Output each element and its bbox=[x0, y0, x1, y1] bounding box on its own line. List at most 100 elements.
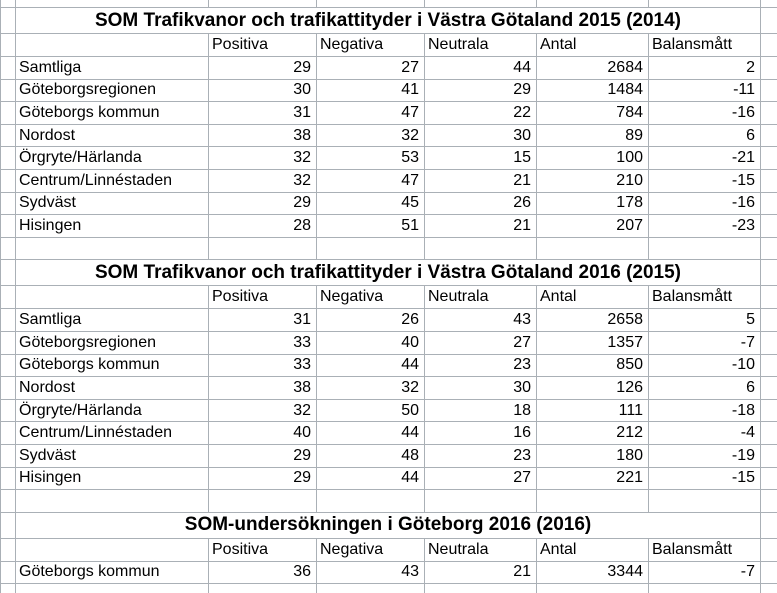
left-gutter-cell[interactable] bbox=[1, 331, 16, 354]
value-cell[interactable]: 29 bbox=[209, 467, 317, 490]
right-edge-cell[interactable] bbox=[761, 539, 777, 561]
left-gutter-cell[interactable] bbox=[1, 192, 16, 215]
column-header-cell[interactable]: Positiva bbox=[209, 34, 317, 56]
value-cell[interactable]: 30 bbox=[209, 79, 317, 102]
column-header-cell[interactable]: Antal bbox=[537, 538, 649, 561]
right-edge-cell[interactable] bbox=[761, 513, 777, 538]
left-gutter-cell[interactable] bbox=[1, 377, 16, 399]
right-edge-cell[interactable] bbox=[761, 8, 777, 33]
value-cell[interactable]: -16 bbox=[649, 192, 761, 215]
value-cell[interactable]: 212 bbox=[537, 422, 649, 444]
column-header-cell[interactable]: Balansmått bbox=[649, 34, 761, 56]
value-cell[interactable]: 180 bbox=[537, 444, 649, 467]
value-cell[interactable]: 2684 bbox=[537, 57, 649, 79]
value-cell[interactable]: 3344 bbox=[537, 561, 649, 584]
value-cell[interactable]: 111 bbox=[537, 399, 649, 422]
right-edge-cell[interactable] bbox=[761, 238, 777, 260]
row-label-cell[interactable]: Nordost bbox=[16, 124, 209, 147]
empty-cell[interactable] bbox=[649, 237, 761, 260]
left-gutter-cell[interactable] bbox=[1, 422, 16, 444]
value-cell[interactable]: 32 bbox=[209, 399, 317, 422]
empty-cell[interactable] bbox=[537, 490, 649, 512]
table-title-cell[interactable]: SOM Trafikvanor och trafikattityder i Vä… bbox=[16, 260, 761, 286]
empty-cell[interactable] bbox=[649, 584, 761, 593]
row-label-cell[interactable]: Göteborgs kommun bbox=[16, 102, 209, 124]
right-edge-cell[interactable] bbox=[761, 377, 777, 399]
value-cell[interactable]: -7 bbox=[649, 331, 761, 354]
value-cell[interactable]: 207 bbox=[537, 215, 649, 237]
empty-cell[interactable] bbox=[209, 490, 317, 512]
value-cell[interactable]: 45 bbox=[317, 192, 425, 215]
left-gutter-cell[interactable] bbox=[1, 512, 16, 538]
row-label-cell[interactable]: Örgryte/Härlanda bbox=[16, 147, 209, 169]
empty-cell[interactable] bbox=[537, 0, 649, 7]
value-cell[interactable]: 5 bbox=[649, 309, 761, 331]
row-label-cell[interactable]: Göteborgsregionen bbox=[16, 331, 209, 354]
column-header-cell[interactable]: Balansmått bbox=[649, 286, 761, 309]
value-cell[interactable]: 27 bbox=[317, 57, 425, 79]
value-cell[interactable]: -16 bbox=[649, 102, 761, 124]
column-header-cell[interactable]: Negativa bbox=[317, 538, 425, 561]
value-cell[interactable]: 44 bbox=[425, 57, 537, 79]
value-cell[interactable]: 51 bbox=[317, 215, 425, 237]
value-cell[interactable]: 26 bbox=[317, 309, 425, 331]
row-label-cell[interactable]: Örgryte/Härlanda bbox=[16, 399, 209, 422]
empty-cell[interactable] bbox=[317, 584, 425, 593]
value-cell[interactable]: 2 bbox=[649, 57, 761, 79]
right-edge-cell[interactable] bbox=[761, 468, 777, 490]
value-cell[interactable]: 6 bbox=[649, 124, 761, 147]
right-edge-cell[interactable] bbox=[761, 400, 777, 422]
value-cell[interactable]: 2658 bbox=[537, 309, 649, 331]
value-cell[interactable]: 32 bbox=[317, 124, 425, 147]
value-cell[interactable]: -4 bbox=[649, 422, 761, 444]
value-cell[interactable]: 178 bbox=[537, 192, 649, 215]
right-edge-cell[interactable] bbox=[761, 0, 777, 7]
value-cell[interactable]: 28 bbox=[209, 215, 317, 237]
value-cell[interactable]: 48 bbox=[317, 444, 425, 467]
column-header-cell[interactable]: Neutrala bbox=[425, 286, 537, 309]
value-cell[interactable]: 47 bbox=[317, 102, 425, 124]
value-cell[interactable]: 47 bbox=[317, 169, 425, 192]
value-cell[interactable]: 23 bbox=[425, 354, 537, 377]
value-cell[interactable]: 100 bbox=[537, 147, 649, 169]
row-label-cell[interactable]: Sydväst bbox=[16, 444, 209, 467]
value-cell[interactable]: 41 bbox=[317, 79, 425, 102]
value-cell[interactable]: 126 bbox=[537, 377, 649, 399]
row-label-cell[interactable]: Göteborgsregionen bbox=[16, 79, 209, 102]
value-cell[interactable]: -7 bbox=[649, 561, 761, 584]
left-gutter-cell[interactable] bbox=[1, 102, 16, 124]
value-cell[interactable]: 44 bbox=[317, 422, 425, 444]
value-cell[interactable]: 44 bbox=[317, 354, 425, 377]
value-cell[interactable]: 40 bbox=[317, 331, 425, 354]
right-edge-cell[interactable] bbox=[761, 445, 777, 467]
table-title-cell[interactable]: SOM Trafikvanor och trafikattityder i Vä… bbox=[16, 8, 761, 33]
value-cell[interactable]: -10 bbox=[649, 354, 761, 377]
right-edge-cell[interactable] bbox=[761, 193, 777, 215]
left-gutter-cell[interactable] bbox=[1, 354, 16, 377]
value-cell[interactable]: 32 bbox=[209, 147, 317, 169]
value-cell[interactable]: 22 bbox=[425, 102, 537, 124]
left-gutter-cell[interactable] bbox=[1, 467, 16, 490]
column-header-cell[interactable]: Antal bbox=[537, 286, 649, 309]
value-cell[interactable]: 53 bbox=[317, 147, 425, 169]
left-gutter-cell[interactable] bbox=[1, 169, 16, 192]
right-edge-cell[interactable] bbox=[761, 34, 777, 56]
left-gutter-cell[interactable] bbox=[1, 237, 16, 260]
value-cell[interactable]: -11 bbox=[649, 79, 761, 102]
value-cell[interactable]: 32 bbox=[317, 377, 425, 399]
right-edge-cell[interactable] bbox=[761, 309, 777, 331]
value-cell[interactable]: 29 bbox=[209, 192, 317, 215]
empty-cell[interactable] bbox=[425, 490, 537, 512]
value-cell[interactable]: 784 bbox=[537, 102, 649, 124]
value-cell[interactable]: 36 bbox=[209, 561, 317, 584]
value-cell[interactable]: 1357 bbox=[537, 331, 649, 354]
left-gutter-cell[interactable] bbox=[1, 561, 16, 584]
value-cell[interactable]: 44 bbox=[317, 467, 425, 490]
value-cell[interactable]: 32 bbox=[209, 169, 317, 192]
value-cell[interactable]: 43 bbox=[317, 561, 425, 584]
column-header-cell[interactable]: Balansmått bbox=[649, 538, 761, 561]
empty-cell[interactable] bbox=[317, 0, 425, 7]
value-cell[interactable]: 221 bbox=[537, 467, 649, 490]
value-cell[interactable]: 89 bbox=[537, 124, 649, 147]
left-gutter-cell[interactable] bbox=[1, 0, 16, 7]
